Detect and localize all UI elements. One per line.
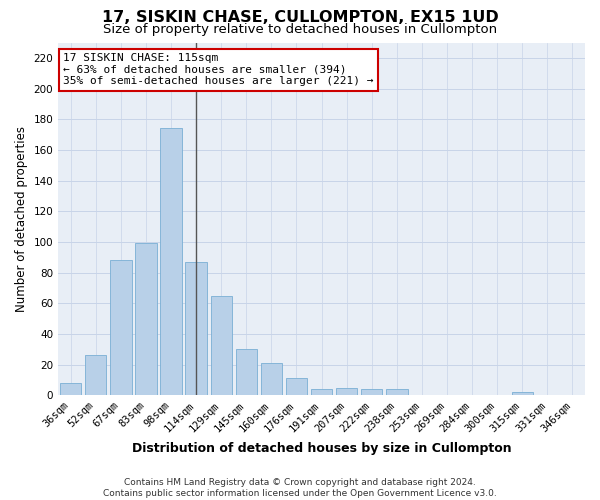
Text: Size of property relative to detached houses in Cullompton: Size of property relative to detached ho… — [103, 22, 497, 36]
Bar — [185, 262, 207, 395]
Text: 17, SISKIN CHASE, CULLOMPTON, EX15 1UD: 17, SISKIN CHASE, CULLOMPTON, EX15 1UD — [101, 10, 499, 25]
Bar — [311, 389, 332, 395]
Text: Contains HM Land Registry data © Crown copyright and database right 2024.
Contai: Contains HM Land Registry data © Crown c… — [103, 478, 497, 498]
Bar — [110, 260, 131, 395]
Bar — [236, 349, 257, 395]
Text: 17 SISKIN CHASE: 115sqm
← 63% of detached houses are smaller (394)
35% of semi-d: 17 SISKIN CHASE: 115sqm ← 63% of detache… — [64, 53, 374, 86]
Bar — [386, 389, 407, 395]
Y-axis label: Number of detached properties: Number of detached properties — [15, 126, 28, 312]
X-axis label: Distribution of detached houses by size in Cullompton: Distribution of detached houses by size … — [132, 442, 511, 455]
Bar — [211, 296, 232, 395]
Bar — [85, 356, 106, 395]
Bar — [136, 244, 157, 395]
Bar — [336, 388, 358, 395]
Bar — [60, 383, 82, 395]
Bar — [261, 363, 282, 395]
Bar — [512, 392, 533, 395]
Bar — [160, 128, 182, 395]
Bar — [361, 389, 382, 395]
Bar — [286, 378, 307, 395]
